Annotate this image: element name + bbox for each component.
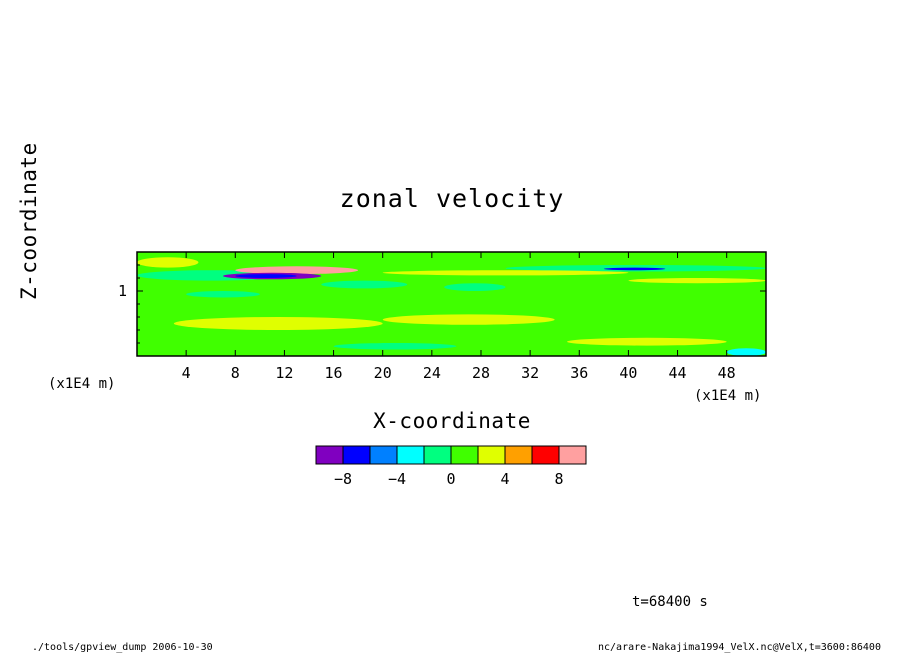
colorbar-swatch [396,445,425,465]
contour-region [333,343,457,350]
x-tick-label: 24 [423,364,441,382]
contour-region [235,274,297,278]
x-tick-label: 20 [374,364,392,382]
contour-region [726,348,766,356]
x-tick-label: 4 [182,364,191,382]
x-tick-label: 48 [718,364,736,382]
colorbar-swatch [558,445,587,465]
y-axis-label: Z-coordinate [17,142,42,300]
contour-region [603,267,666,271]
colorbar-tick-label: −4 [388,470,406,488]
colorbar-swatch [504,445,533,465]
colorbar-tick-label: −8 [334,470,352,488]
x-tick-label: 8 [231,364,240,382]
contour-region [382,270,629,276]
colorbar-swatch [342,445,371,465]
time-label: t=68400 s [632,594,708,610]
x-axis-label: X-coordinate [373,409,531,433]
footer-right-note: nc/arare-Nakajima1994_VelX.nc@VelX,t=360… [598,642,881,653]
colorbar-swatch [423,445,452,465]
contour-region [235,266,359,275]
colorbar-tick-label: 0 [446,470,455,488]
contour-region [444,283,506,291]
colorbar-swatch [450,445,479,465]
x-tick-label: 32 [521,364,539,382]
colorbar-swatch [369,445,398,465]
contour-region [137,257,199,268]
x-axis-unit: (x1E4 m) [694,388,762,404]
colorbar-swatch [477,445,506,465]
y-axis-unit: (x1E4 m) [48,376,116,392]
chart-title: zonal velocity [339,184,565,213]
colorbar-swatch [531,445,560,465]
x-tick-label: 28 [472,364,490,382]
colorbar-tick-label: 8 [554,470,563,488]
colorbar-tick-label: 4 [500,470,509,488]
x-tick-label: 40 [619,364,637,382]
colorbar-swatch [315,445,344,465]
contour-region [628,278,766,284]
contour-region [321,280,408,289]
contour-region [566,337,727,346]
x-tick-label: 16 [325,364,343,382]
contour-region [186,291,260,298]
x-tick-label: 12 [275,364,293,382]
x-tick-label: 44 [669,364,687,382]
footer-left-note: ./tools/gpview_dump 2006-10-30 [32,642,213,653]
contour-region [382,314,555,325]
x-tick-label: 36 [570,364,588,382]
contour-region [173,317,383,330]
y-tick-label: 1 [118,282,127,300]
